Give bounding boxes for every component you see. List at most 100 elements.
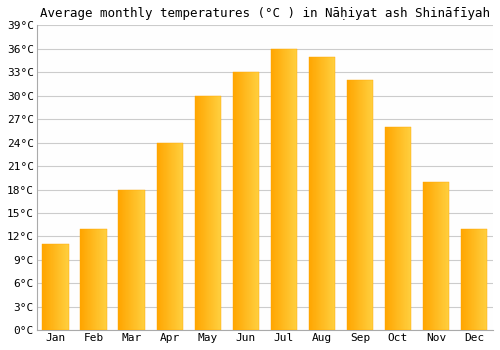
Bar: [487, 229, 488, 330]
Bar: [422, 182, 423, 330]
Bar: [385, 127, 386, 330]
Bar: [363, 80, 364, 330]
Bar: [371, 80, 372, 330]
Bar: [367, 80, 368, 330]
Bar: [255, 72, 256, 330]
Bar: [86, 229, 87, 330]
Bar: [102, 229, 103, 330]
Bar: [55, 244, 56, 330]
Bar: [119, 189, 120, 330]
Bar: [426, 182, 427, 330]
Bar: [275, 49, 276, 330]
Bar: [460, 229, 462, 330]
Bar: [329, 57, 330, 330]
Bar: [283, 49, 284, 330]
Bar: [397, 127, 398, 330]
Bar: [290, 49, 291, 330]
Bar: [480, 229, 481, 330]
Bar: [120, 189, 121, 330]
Bar: [393, 127, 394, 330]
Bar: [90, 229, 91, 330]
Bar: [232, 72, 259, 330]
Bar: [325, 57, 326, 330]
Bar: [57, 244, 58, 330]
Bar: [434, 182, 435, 330]
Bar: [249, 72, 250, 330]
Bar: [357, 80, 358, 330]
Bar: [95, 229, 96, 330]
Bar: [278, 49, 279, 330]
Bar: [308, 57, 309, 330]
Bar: [211, 96, 212, 330]
Bar: [359, 80, 360, 330]
Bar: [364, 80, 366, 330]
Bar: [347, 80, 348, 330]
Bar: [201, 96, 202, 330]
Bar: [324, 57, 325, 330]
Bar: [46, 244, 47, 330]
Bar: [443, 182, 444, 330]
Bar: [89, 229, 90, 330]
Bar: [471, 229, 472, 330]
Bar: [82, 229, 83, 330]
Bar: [136, 189, 137, 330]
Bar: [68, 244, 69, 330]
Bar: [446, 182, 447, 330]
Bar: [331, 57, 332, 330]
Bar: [317, 57, 318, 330]
Bar: [129, 189, 130, 330]
Bar: [437, 182, 438, 330]
Bar: [238, 72, 239, 330]
Bar: [474, 229, 475, 330]
Bar: [182, 142, 183, 330]
Bar: [208, 96, 209, 330]
Bar: [245, 72, 246, 330]
Bar: [205, 96, 206, 330]
Bar: [486, 229, 487, 330]
Bar: [173, 142, 174, 330]
Bar: [165, 142, 166, 330]
Bar: [316, 57, 317, 330]
Bar: [272, 49, 274, 330]
Bar: [200, 96, 201, 330]
Bar: [389, 127, 390, 330]
Bar: [81, 229, 82, 330]
Bar: [234, 72, 235, 330]
Bar: [395, 127, 396, 330]
Bar: [432, 182, 433, 330]
Bar: [124, 189, 125, 330]
Bar: [63, 244, 64, 330]
Bar: [279, 49, 280, 330]
Bar: [444, 182, 445, 330]
Bar: [484, 229, 485, 330]
Bar: [318, 57, 320, 330]
Bar: [194, 96, 221, 330]
Bar: [448, 182, 449, 330]
Bar: [439, 182, 440, 330]
Bar: [168, 142, 169, 330]
Bar: [138, 189, 139, 330]
Bar: [128, 189, 129, 330]
Bar: [332, 57, 333, 330]
Bar: [354, 80, 355, 330]
Bar: [61, 244, 62, 330]
Bar: [322, 57, 323, 330]
Bar: [285, 49, 286, 330]
Bar: [466, 229, 467, 330]
Bar: [355, 80, 356, 330]
Bar: [99, 229, 100, 330]
Bar: [133, 189, 134, 330]
Bar: [313, 57, 314, 330]
Bar: [80, 229, 81, 330]
Bar: [314, 57, 315, 330]
Bar: [66, 244, 67, 330]
Bar: [64, 244, 65, 330]
Bar: [372, 80, 374, 330]
Bar: [405, 127, 406, 330]
Bar: [59, 244, 60, 330]
Bar: [162, 142, 163, 330]
Bar: [349, 80, 350, 330]
Bar: [248, 72, 249, 330]
Bar: [180, 142, 181, 330]
Bar: [250, 72, 251, 330]
